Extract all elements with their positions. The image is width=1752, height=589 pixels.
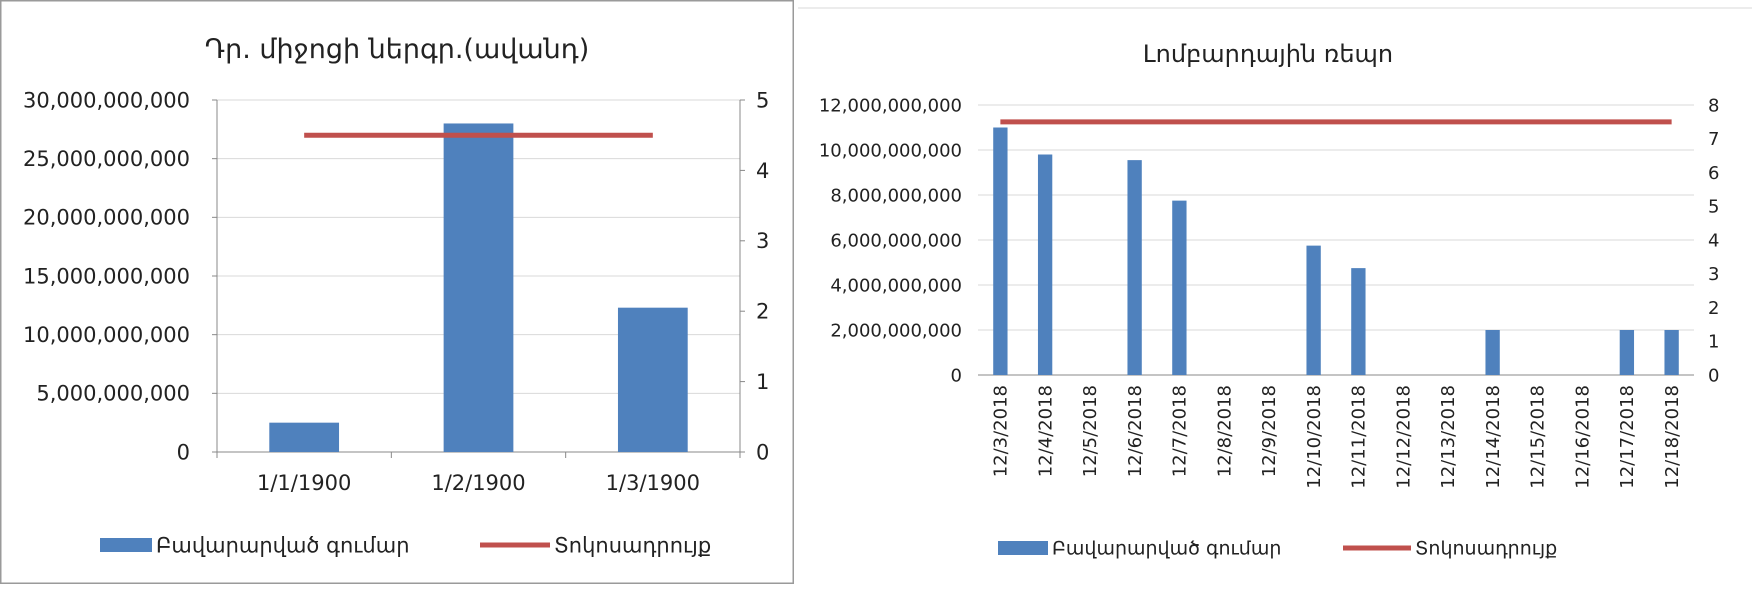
right-axis-tick-label: 0 xyxy=(1708,365,1719,386)
bar xyxy=(1485,330,1500,375)
right-axis-tick-label: 4 xyxy=(756,159,769,183)
x-axis-category-label: 12/13/2018 xyxy=(1438,385,1459,489)
x-axis-category-label: 12/9/2018 xyxy=(1259,385,1280,477)
left-axis-tick-label: 10,000,000,000 xyxy=(819,140,962,161)
right-axis-tick-label: 4 xyxy=(1708,230,1719,251)
x-axis-category-label: 12/7/2018 xyxy=(1170,385,1191,477)
right-axis-tick-label: 3 xyxy=(1708,264,1719,285)
right-axis-tick-label: 1 xyxy=(756,370,769,394)
bar xyxy=(269,422,340,452)
left-axis-tick-label: 0 xyxy=(177,440,190,464)
left-axis-tick-label: 15,000,000,000 xyxy=(23,264,190,288)
x-axis-category-label: 12/16/2018 xyxy=(1572,385,1593,489)
left-axis-tick-label: 30,000,000,000 xyxy=(23,88,190,112)
x-axis-category-label: 1/2/1900 xyxy=(431,471,525,495)
bar xyxy=(1664,330,1679,375)
x-axis-category-label: 12/12/2018 xyxy=(1393,385,1414,489)
left-axis-tick-label: 5,000,000,000 xyxy=(36,382,190,406)
chart-title: Լոմբարդային ռեպո xyxy=(1143,40,1393,68)
right-axis-tick-label: 2 xyxy=(1708,298,1719,319)
x-axis-category-label: 1/3/1900 xyxy=(606,471,700,495)
chart-panel-deposit: Դր. միջոցի ներգր.(ավանդ) 0 5,000,000,000 10… xyxy=(0,0,794,584)
lombard-repo-chart-svg: Լոմբարդային ռեպո 0 2,000,000,000 4,000,000,… xyxy=(798,7,1752,560)
legend-line-label: Տոկոսադրույք xyxy=(554,533,711,557)
right-axis-tick-label: 7 xyxy=(1708,129,1719,150)
right-axis-tick-label: 1 xyxy=(1708,332,1719,353)
deposit-chart-svg: Դր. միջոցի ներգր.(ավանդ)05,000,000,00010… xyxy=(0,0,794,584)
x-axis-category-label: 12/3/2018 xyxy=(991,385,1012,477)
bar xyxy=(1351,268,1366,375)
legend-bar-swatch xyxy=(100,538,152,552)
legend-line-label: Տոկոսադրույք xyxy=(1415,538,1557,560)
left-axis-tick-label: 0 xyxy=(951,365,962,386)
left-axis-tick-label: 2,000,000,000 xyxy=(830,320,962,341)
legend-bar-label: Բավարարված գումար xyxy=(1052,538,1281,560)
right-axis-tick-label: 2 xyxy=(756,300,769,324)
left-axis-tick-label: 10,000,000,000 xyxy=(23,323,190,347)
x-axis-category-label: 12/15/2018 xyxy=(1528,385,1549,489)
x-axis-category-label: 12/8/2018 xyxy=(1214,385,1235,477)
x-axis-category-label: 12/11/2018 xyxy=(1349,385,1370,489)
left-axis-tick-label: 12,000,000,000 xyxy=(819,95,962,116)
chart-border xyxy=(0,0,794,584)
left-axis-tick-label: 8,000,000,000 xyxy=(830,185,962,206)
bar xyxy=(1127,160,1142,375)
bar xyxy=(443,123,514,452)
x-axis-category-label: 12/6/2018 xyxy=(1125,385,1146,477)
right-axis-tick-label: 0 xyxy=(756,440,769,464)
bar xyxy=(1619,330,1635,375)
right-axis-tick-label: 3 xyxy=(756,229,769,253)
right-axis-tick-label: 5 xyxy=(1708,197,1719,218)
chart-panel-lombard-repo: Լոմբարդային ռեպո 0 2,000,000,000 4,000,000,… xyxy=(798,0,1752,584)
x-axis-category-label: 12/5/2018 xyxy=(1080,385,1101,477)
x-axis-category-label: 12/10/2018 xyxy=(1304,385,1325,489)
bar xyxy=(1037,154,1053,375)
bar xyxy=(1172,200,1187,375)
x-axis-category-label: 12/4/2018 xyxy=(1035,385,1056,477)
right-axis-tick-label: 6 xyxy=(1708,163,1719,184)
left-axis-tick-label: 6,000,000,000 xyxy=(830,230,962,251)
legend-bar-label: Բավարարված գումար xyxy=(156,533,410,557)
x-axis-category-label: 12/14/2018 xyxy=(1483,385,1504,489)
bar xyxy=(1306,245,1321,375)
bar xyxy=(993,127,1008,375)
left-axis-tick-label: 25,000,000,000 xyxy=(23,147,190,171)
x-axis-category-label: 12/18/2018 xyxy=(1662,385,1683,489)
bar xyxy=(617,307,688,452)
chart-title: Դր. միջոցի ներգր.(ավանդ) xyxy=(205,34,589,65)
legend-bar-swatch xyxy=(998,541,1048,555)
right-axis-tick-label: 8 xyxy=(1708,95,1719,116)
left-axis-tick-label: 4,000,000,000 xyxy=(830,275,962,296)
x-axis-category-label: 12/17/2018 xyxy=(1617,385,1638,489)
right-axis-tick-label: 5 xyxy=(756,88,769,112)
x-axis-category-label: 1/1/1900 xyxy=(257,471,351,495)
left-axis-tick-label: 20,000,000,000 xyxy=(23,206,190,230)
